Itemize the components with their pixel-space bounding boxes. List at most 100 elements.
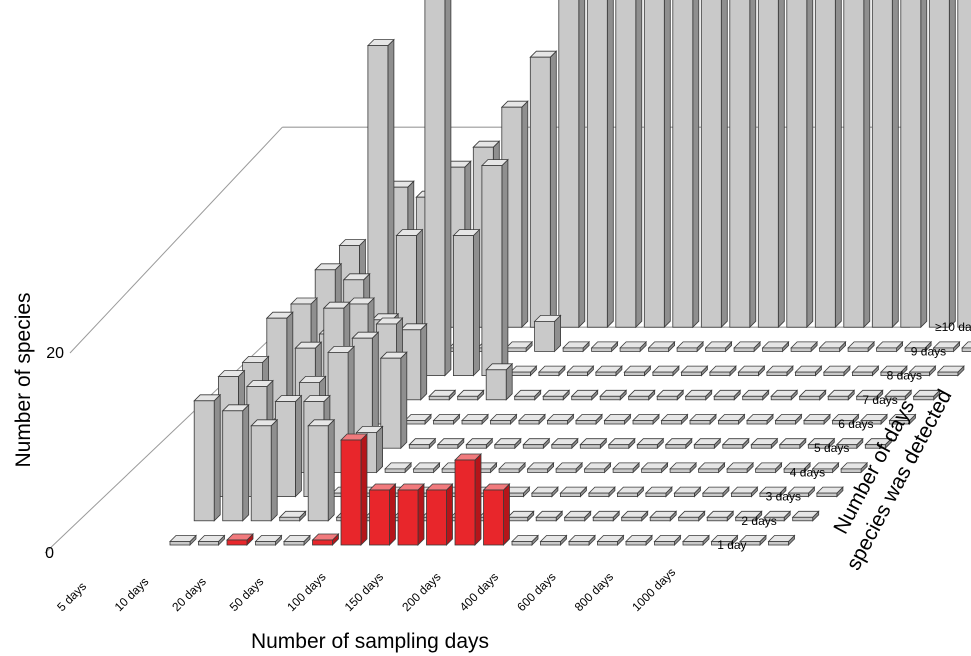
bar-r2-c175-front xyxy=(816,492,838,498)
bar-r7-c47-side xyxy=(444,0,452,377)
bar-r9-c19 xyxy=(928,0,956,329)
bar-r2-c156 xyxy=(274,394,303,498)
bar-r0-c213 xyxy=(596,534,625,546)
bar-r0-c218 xyxy=(739,534,767,546)
bar-r6-c78-front xyxy=(656,395,678,401)
bar-r4-c117 xyxy=(465,437,494,450)
bar-r8-c29-front xyxy=(562,347,584,352)
bar-r7-c45 xyxy=(366,38,395,377)
bar-r4-c118 xyxy=(493,437,522,450)
bar-r7-c57-front xyxy=(709,371,731,377)
bar-r0-c205 xyxy=(368,483,397,546)
bar-r2-c156-side xyxy=(294,394,302,498)
bar-r4-c114 xyxy=(379,351,408,450)
bar-r3-c144 xyxy=(583,461,612,474)
bar-r8-c43-top xyxy=(961,341,971,349)
x-tick-label: 600 days xyxy=(514,570,558,614)
bar-r0-c202-front xyxy=(283,541,305,546)
bar-r4-c115-front xyxy=(408,444,430,449)
bar-r0-c215 xyxy=(653,534,682,546)
bar-r9-c17-front xyxy=(871,0,893,328)
bar-r3-c138-front xyxy=(413,468,435,473)
bar-r5-c107 xyxy=(831,413,860,425)
bar-r5-c103-front xyxy=(718,420,739,425)
bar-r4-c120-front xyxy=(551,444,573,449)
bar-r4-c122 xyxy=(607,437,636,450)
bar-r6-c74 xyxy=(542,389,571,401)
bar-r9-c10-side xyxy=(692,0,700,329)
bar-r1-c194-front xyxy=(706,516,728,522)
bar-r5-c96 xyxy=(518,413,546,425)
bar-r7-c48-side xyxy=(472,228,480,377)
bar-r9-c13-side xyxy=(777,0,785,329)
bar-r2-c167-front xyxy=(588,492,610,498)
bar-r3-c137-front xyxy=(384,468,406,473)
bar-r2-c165-front xyxy=(531,492,553,498)
bar-r4-c125 xyxy=(693,437,722,450)
bar-r6-c85-front xyxy=(856,395,878,401)
bar-r3-c137 xyxy=(384,461,413,474)
bar-r4-c122-front xyxy=(608,444,630,449)
bar-r2-c166-front xyxy=(560,492,581,498)
bar-r5-c105 xyxy=(774,413,803,425)
bar-r6-c69-side xyxy=(420,322,428,401)
bar-r1-c194 xyxy=(706,510,735,522)
bar-r0-c202 xyxy=(283,534,311,546)
bar-r3-c142 xyxy=(526,461,555,474)
bar-r4-c126 xyxy=(721,437,750,450)
bar-r0-c207-side xyxy=(446,483,453,546)
bar-r1-c192 xyxy=(649,510,678,522)
bar-r7-c50-front xyxy=(509,371,531,377)
bar-r6-c77-front xyxy=(628,395,650,401)
bar-r5-c106-front xyxy=(803,420,825,425)
bar-r7-c56 xyxy=(680,365,709,377)
bar-r0-c206 xyxy=(397,483,425,546)
bar-r5-c106 xyxy=(803,413,831,425)
bar-r7-c52 xyxy=(566,365,595,377)
bar-r3-c143 xyxy=(555,461,584,474)
x-tick-label: 800 days xyxy=(572,570,616,614)
bar-r4-c125-front xyxy=(693,444,715,449)
bar-r2-c168-front xyxy=(617,492,638,498)
bar-r7-c49 xyxy=(480,158,509,377)
x-tick-label: 200 days xyxy=(399,570,443,614)
bar-r1-c178-side xyxy=(270,418,278,522)
bar-r3-c150-front xyxy=(755,468,776,473)
bar-r0-c210 xyxy=(511,534,539,546)
bar-r9-c13-front xyxy=(757,0,779,328)
z-tick-label: 2 days xyxy=(741,514,776,528)
bar-r5-c97 xyxy=(546,413,575,425)
bar-r7-c56-front xyxy=(681,371,702,377)
bar-r4-c116 xyxy=(436,437,465,450)
bar-r8-c27-front xyxy=(505,347,527,352)
bar-r0-c200-front xyxy=(226,539,248,546)
bar-r0-c201 xyxy=(254,534,283,546)
bar-r6-c71 xyxy=(456,389,485,401)
bar-r6-c86-front xyxy=(884,395,906,401)
x-tick-label: 150 days xyxy=(342,570,386,614)
bar-r6-c72-front xyxy=(485,369,507,401)
bar-r5-c92-front xyxy=(404,420,426,425)
bar-r8-c30-front xyxy=(591,347,612,352)
bar-r0-c215-front xyxy=(654,541,675,546)
bar-r7-c60-front xyxy=(795,371,816,377)
bar-r8-c32-front xyxy=(648,347,669,352)
bar-r2-c156-front xyxy=(274,401,296,498)
bar-r9-c11-side xyxy=(720,0,728,329)
bar-r8-c27 xyxy=(505,340,534,353)
bar-r7-c51 xyxy=(537,365,566,377)
bar-r4-c130-front xyxy=(836,444,858,449)
bar-r3-c136-side xyxy=(376,425,384,474)
bar-r3-c153-front xyxy=(840,468,862,473)
bar-r1-c176 xyxy=(193,393,222,522)
bar-r4-c124 xyxy=(664,437,693,450)
bar-r6-c74-front xyxy=(542,395,564,401)
bar-r6-c80 xyxy=(713,389,742,401)
bar-r1-c188-front xyxy=(535,516,557,522)
bar-r4-c128-front xyxy=(779,444,801,449)
bar-r3-c148-front xyxy=(698,468,719,473)
bar-r1-c197-front xyxy=(792,516,814,522)
x-tick-label: 1000 days xyxy=(629,565,678,614)
bar-r1-c191-front xyxy=(621,516,643,522)
bar-r7-c55-front xyxy=(652,371,674,377)
